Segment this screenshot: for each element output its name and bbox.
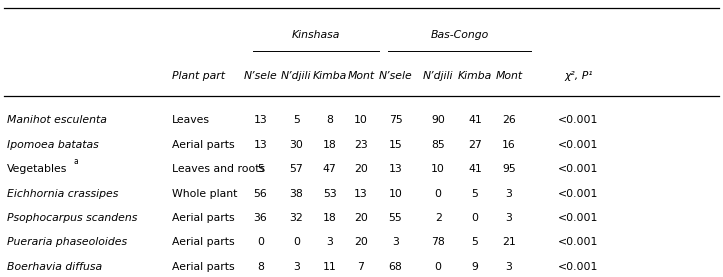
Text: 53: 53 [322, 189, 337, 199]
Text: 18: 18 [322, 213, 337, 223]
Text: <0.001: <0.001 [558, 189, 599, 199]
Text: 18: 18 [322, 140, 337, 150]
Text: 27: 27 [468, 140, 482, 150]
Text: 3: 3 [326, 237, 333, 247]
Text: Mont: Mont [495, 71, 523, 81]
Text: 20: 20 [354, 237, 368, 247]
Text: 0: 0 [293, 237, 300, 247]
Text: 5: 5 [293, 116, 300, 125]
Text: Kimba: Kimba [312, 71, 347, 81]
Text: N’djili: N’djili [281, 71, 312, 81]
Text: 11: 11 [322, 262, 337, 272]
Text: Ipomoea batatas: Ipomoea batatas [7, 140, 99, 150]
Text: <0.001: <0.001 [558, 164, 599, 174]
Text: Psophocarpus scandens: Psophocarpus scandens [7, 213, 137, 223]
Text: 0: 0 [471, 213, 479, 223]
Text: Mont: Mont [347, 71, 375, 81]
Text: 3: 3 [505, 189, 513, 199]
Text: Leaves: Leaves [172, 116, 210, 125]
Text: 30: 30 [289, 140, 304, 150]
Text: 13: 13 [388, 164, 403, 174]
Text: N’sele: N’sele [379, 71, 412, 81]
Text: <0.001: <0.001 [558, 116, 599, 125]
Text: Boerhavia diffusa: Boerhavia diffusa [7, 262, 103, 272]
Text: Manihot esculenta: Manihot esculenta [7, 116, 107, 125]
Text: Aerial parts: Aerial parts [172, 140, 235, 150]
Text: 3: 3 [505, 213, 513, 223]
Text: 8: 8 [326, 116, 333, 125]
Text: 78: 78 [431, 237, 445, 247]
Text: 20: 20 [354, 213, 368, 223]
Text: 10: 10 [388, 189, 403, 199]
Text: <0.001: <0.001 [558, 140, 599, 150]
Text: Aerial parts: Aerial parts [172, 237, 235, 247]
Text: Leaves and roots: Leaves and roots [172, 164, 265, 174]
Text: 36: 36 [253, 213, 268, 223]
Text: 0: 0 [257, 237, 264, 247]
Text: 56: 56 [253, 189, 268, 199]
Text: 75: 75 [388, 116, 403, 125]
Text: Kinshasa: Kinshasa [292, 30, 340, 40]
Text: 57: 57 [289, 164, 304, 174]
Text: 3: 3 [293, 262, 300, 272]
Text: 85: 85 [431, 140, 445, 150]
Text: Bas-Congo: Bas-Congo [430, 30, 489, 40]
Text: a: a [74, 157, 79, 166]
Text: 21: 21 [502, 237, 516, 247]
Text: Vegetables: Vegetables [7, 164, 68, 174]
Text: 0: 0 [435, 262, 442, 272]
Text: Aerial parts: Aerial parts [172, 262, 235, 272]
Text: 16: 16 [502, 140, 516, 150]
Text: 41: 41 [468, 164, 482, 174]
Text: 10: 10 [354, 116, 368, 125]
Text: 9: 9 [471, 262, 479, 272]
Text: <0.001: <0.001 [558, 213, 599, 223]
Text: 55: 55 [388, 213, 403, 223]
Text: 3: 3 [392, 237, 399, 247]
Text: χ², P¹: χ², P¹ [564, 71, 593, 81]
Text: Whole plant: Whole plant [172, 189, 237, 199]
Text: Pueraria phaseoloides: Pueraria phaseoloides [7, 237, 127, 247]
Text: 8: 8 [257, 262, 264, 272]
Text: 90: 90 [431, 116, 445, 125]
Text: 32: 32 [289, 213, 304, 223]
Text: 68: 68 [388, 262, 403, 272]
Text: 10: 10 [431, 164, 445, 174]
Text: 95: 95 [502, 164, 516, 174]
Text: 5: 5 [471, 237, 479, 247]
Text: 13: 13 [354, 189, 368, 199]
Text: 41: 41 [468, 116, 482, 125]
Text: Eichhornia crassipes: Eichhornia crassipes [7, 189, 119, 199]
Text: 15: 15 [388, 140, 403, 150]
Text: 2: 2 [435, 213, 442, 223]
Text: 26: 26 [502, 116, 516, 125]
Text: 3: 3 [505, 262, 513, 272]
Text: 47: 47 [322, 164, 337, 174]
Text: <0.001: <0.001 [558, 237, 599, 247]
Text: N’sele: N’sele [244, 71, 277, 81]
Text: N’djili: N’djili [423, 71, 453, 81]
Text: 13: 13 [253, 140, 268, 150]
Text: 5: 5 [471, 189, 479, 199]
Text: <0.001: <0.001 [558, 262, 599, 272]
Text: Aerial parts: Aerial parts [172, 213, 235, 223]
Text: 7: 7 [357, 262, 364, 272]
Text: 20: 20 [354, 164, 368, 174]
Text: Kimba: Kimba [458, 71, 492, 81]
Text: 13: 13 [253, 116, 268, 125]
Text: 5: 5 [257, 164, 264, 174]
Text: Plant part: Plant part [172, 71, 225, 81]
Text: 0: 0 [435, 189, 442, 199]
Text: 38: 38 [289, 189, 304, 199]
Text: 23: 23 [354, 140, 368, 150]
